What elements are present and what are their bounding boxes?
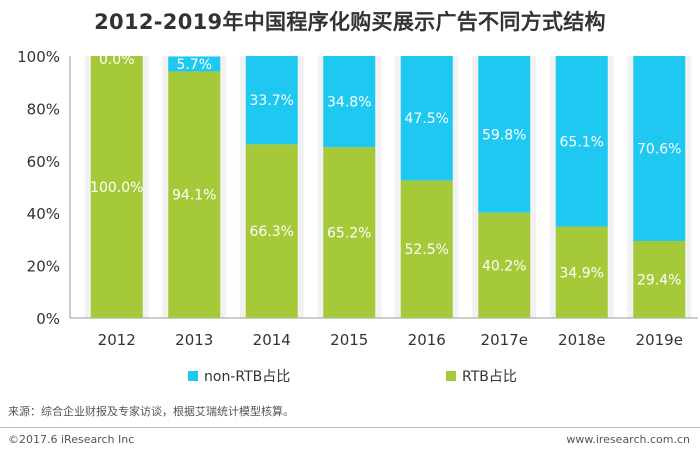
data-label-non-rtb: 70.6% [637,141,681,157]
legend-swatch-rtb [446,371,456,381]
x-tick-label: 2019e [636,331,683,349]
bar-non-rtb-2018e [555,56,608,227]
source-note: 来源：综合企业财报及专家访谈，根据艾瑞统计模型核算。 [8,405,294,418]
legend-item-non-rtb: non-RTB占比 [188,366,290,386]
x-tick-label: 2018e [558,331,605,349]
bar-non-rtb-2013 [168,56,221,72]
data-label-rtb: 34.9% [560,265,604,281]
data-label-non-rtb: 33.7% [250,93,294,109]
data-label-non-rtb: 5.7% [176,57,212,73]
bar-rtb-2017e [478,212,531,318]
y-tick-label: 20% [27,258,60,276]
bar-non-rtb-2014 [245,56,298,145]
y-tick-label: 40% [27,205,60,223]
bar-non-rtb-2019e [633,56,686,241]
bar-non-rtb-2016 [400,56,453,181]
data-label-rtb: 66.3% [250,224,294,240]
bar-rtb-2018e [555,226,608,318]
x-tick-label: 2013 [175,331,213,349]
x-tick-label: 2016 [408,331,446,349]
bar-rtb-2015 [323,147,376,318]
chart-legend: non-RTB占比 RTB占比 [0,366,700,386]
y-tick-label: 100% [17,48,60,66]
y-tick-label: 80% [27,100,60,118]
data-label-non-rtb: 34.8% [327,95,371,111]
legend-swatch-non-rtb [188,371,198,381]
data-label-rtb: 100.0% [90,180,143,196]
bar-rtb-2019e [633,240,686,318]
bar-non-rtb-2017e [478,56,531,213]
data-label-rtb: 29.4% [637,272,681,288]
footer-divider [0,427,700,428]
x-tick-label: 2015 [330,331,368,349]
bar-rtb-2013 [168,71,221,318]
bar-rtb-2016 [400,180,453,318]
x-tick-label: 2014 [253,331,291,349]
x-tick-label: 2017e [481,331,528,349]
legend-label-non-rtb: non-RTB占比 [204,369,291,385]
data-label-rtb: 52.5% [405,242,449,258]
bar-rtb-2014 [245,144,298,318]
footer-copyright: ©2017.6 iResearch Inc [8,433,135,446]
data-label-rtb: 65.2% [327,226,371,242]
legend-item-rtb: RTB占比 [446,366,517,386]
data-label-non-rtb: 47.5% [405,111,449,127]
data-label-rtb: 94.1% [172,188,216,204]
legend-label-rtb: RTB占比 [462,369,517,385]
bar-rtb-2012 [90,56,143,318]
y-tick-label: 0% [36,310,60,328]
chart-title: 2012-2019年中国程序化购买展示广告不同方式结构 [94,10,606,34]
y-tick-label: 60% [27,153,60,171]
stacked-bar-chart: 0% 20% 40% 60% 80% 100% 100.0% 0.0% 2012 94.1% 5.7… [17,48,698,349]
data-label-non-rtb: 0.0% [99,52,135,68]
data-label-non-rtb: 65.1% [560,134,604,150]
data-label-non-rtb: 59.8% [482,127,526,143]
x-tick-label: 2012 [98,331,136,349]
footer-website: www.iresearch.com.cn [566,433,690,446]
data-label-rtb: 40.2% [482,258,526,274]
bar-non-rtb-2015 [323,56,376,148]
